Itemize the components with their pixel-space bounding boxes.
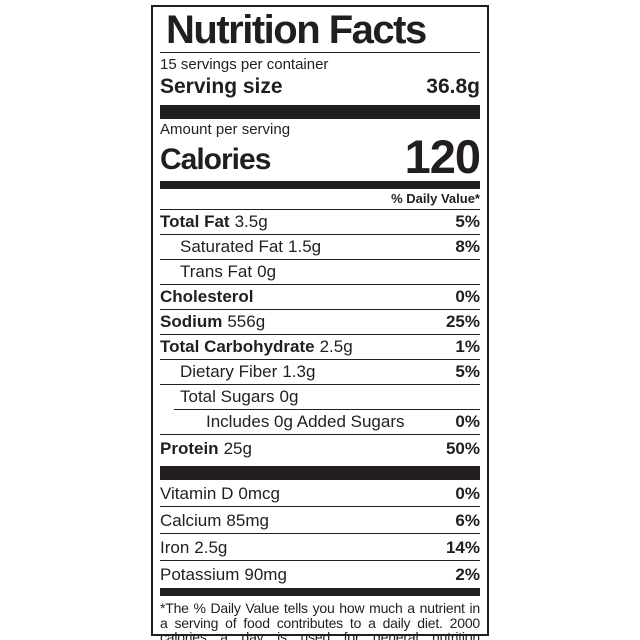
nutrient-amount: 556g xyxy=(227,312,266,331)
micronutrient-daily-value: 2% xyxy=(455,565,480,584)
divider-bar-medium-footnote xyxy=(160,588,480,596)
calories-row: Calories 120 xyxy=(160,130,481,183)
micronutrient-row-potassium: Potassium 90mg 2% xyxy=(160,561,480,588)
nutrient-daily-value: 8% xyxy=(455,237,480,256)
micronutrient-row-iron: Iron 2.5g 14% xyxy=(160,534,480,561)
nutrient-row-dietary-fiber: Dietary Fiber 1.3g 5% xyxy=(160,360,480,385)
nutrient-amount: 0g xyxy=(257,262,277,281)
divider-bar-thick-protein xyxy=(160,466,480,480)
nutrient-daily-value: 25% xyxy=(445,312,480,331)
nutrient-name: Saturated Fat xyxy=(180,237,284,256)
micronutrient-name: Calcium xyxy=(160,511,222,530)
indented-divider-rule xyxy=(174,409,480,410)
nutrient-name: Includes 0g Added Sugars xyxy=(206,412,405,431)
divider-bar-medium-calories xyxy=(160,181,480,189)
serving-size-value: 36.8g xyxy=(426,75,480,98)
micronutrient-amount: 0mcg xyxy=(238,484,280,503)
nutrient-row-total-carbohydrate: Total Carbohydrate 2.5g 1% xyxy=(160,335,480,360)
nutrient-row-trans-fat: Trans Fat 0g xyxy=(160,260,480,285)
nutrient-amount: 2.5g xyxy=(319,337,353,356)
nutrition-facts-label: Nutrition Facts 15 servings per containe… xyxy=(151,5,489,640)
micronutrient-amount: 2.5g xyxy=(194,538,228,557)
micronutrient-row-vitamin-d: Vitamin D 0mcg 0% xyxy=(160,480,480,507)
micronutrient-row-calcium: Calcium 85mg 6% xyxy=(160,507,480,534)
serving-size-label: Serving size xyxy=(160,75,283,98)
nutrient-daily-value: 1% xyxy=(455,337,480,356)
daily-value-header: % Daily Value* xyxy=(160,189,480,210)
micronutrient-amount: 90mg xyxy=(244,565,287,584)
nutrient-name: Total Sugars xyxy=(180,387,275,406)
servings-per-container: 15 servings per container xyxy=(160,56,329,73)
daily-value-footnote: *The % Daily Value tells you how much a … xyxy=(160,600,480,640)
nutrient-name: Total Fat xyxy=(160,212,230,231)
micronutrient-daily-value: 6% xyxy=(455,511,480,530)
nutrient-daily-value: 5% xyxy=(455,212,480,231)
nutrient-amount: 0g xyxy=(279,387,299,406)
amount-per-serving-label: Amount per serving xyxy=(160,121,291,138)
nutrient-row-saturated-fat: Saturated Fat 1.5g 8% xyxy=(160,235,480,260)
calories-label: Calories xyxy=(160,143,271,176)
nutrient-row-total-sugars: Total Sugars 0g xyxy=(160,385,480,409)
nutrient-name: Protein xyxy=(160,439,219,458)
nutrient-name: Cholesterol xyxy=(160,287,254,306)
nutrient-row-cholesterol: Cholesterol 0% xyxy=(160,285,480,310)
micronutrient-amount: 85mg xyxy=(226,511,269,530)
nutrient-name: Sodium xyxy=(160,312,223,331)
nutrient-daily-value: 5% xyxy=(455,362,480,381)
nutrient-daily-value: 0% xyxy=(455,412,480,431)
micronutrient-daily-value: 0% xyxy=(455,484,480,503)
serving-size-row: Serving size 36.8g xyxy=(160,74,480,105)
nutrient-name: Trans Fat xyxy=(180,262,253,281)
nutrient-row-added-sugars: Includes 0g Added Sugars 0% xyxy=(160,410,480,435)
nutrient-daily-value: 0% xyxy=(455,287,480,306)
nutrient-row-sodium: Sodium 556g 25% xyxy=(160,310,480,335)
nutrient-amount: 3.5g xyxy=(234,212,268,231)
nutrient-amount: 1.3g xyxy=(282,362,316,381)
nutrient-name: Dietary Fiber xyxy=(180,362,278,381)
nutrient-row-total-fat: Total Fat 3.5g 5% xyxy=(160,210,480,235)
nutrient-name: Total Carbohydrate xyxy=(160,337,315,356)
nutrient-daily-value: 50% xyxy=(445,439,480,458)
micronutrient-name: Potassium xyxy=(160,565,240,584)
micronutrient-daily-value: 14% xyxy=(445,538,480,557)
nutrient-amount: 1.5g xyxy=(288,237,322,256)
label-title: Nutrition Facts xyxy=(160,9,480,53)
nutrient-amount: 25g xyxy=(223,439,252,458)
divider-bar-thick-top xyxy=(160,105,480,119)
calories-value: 120 xyxy=(404,130,481,183)
micronutrient-name: Iron xyxy=(160,538,190,557)
micronutrient-name: Vitamin D xyxy=(160,484,234,503)
nutrient-row-protein: Protein 25g 50% xyxy=(160,435,480,466)
